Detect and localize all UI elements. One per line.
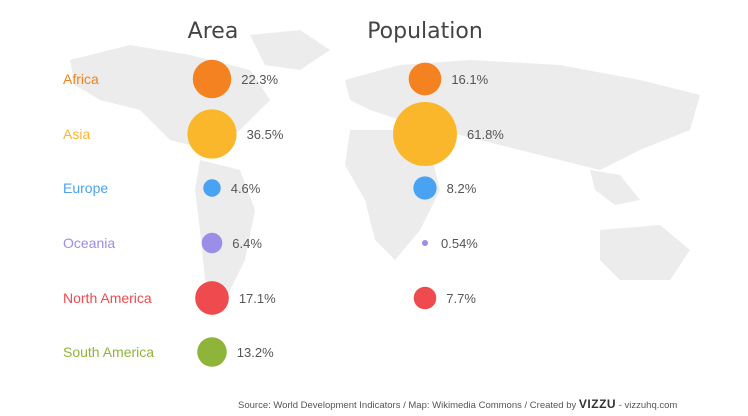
value-label-population-north-america: 7.7% xyxy=(446,291,476,306)
vizzu-logo: VIZZU xyxy=(578,397,617,411)
bubble-population-oceania xyxy=(422,240,428,246)
chart-rows: Africa 22.3% 16.1% Asia 36.5% 61.8% Euro… xyxy=(63,59,504,367)
bubble-area-south-america xyxy=(197,337,227,367)
value-label-area-africa: 22.3% xyxy=(241,72,278,87)
bubble-area-asia xyxy=(187,109,237,159)
footer-url[interactable]: - vizzuhq.com xyxy=(618,400,678,411)
bubble-population-north-america xyxy=(413,286,437,310)
footer-credits: Source: World Development Indicators / M… xyxy=(238,397,742,411)
row-africa: Africa 22.3% 16.1% xyxy=(63,59,489,99)
bubble-population-europe xyxy=(413,176,437,200)
category-label-europe: Europe xyxy=(63,180,108,196)
category-label-africa: Africa xyxy=(63,71,99,87)
row-north-america: North America 17.1% 7.7% xyxy=(63,281,476,315)
value-label-area-south-america: 13.2% xyxy=(237,345,274,360)
footer-source-text: Source: World Development Indicators / M… xyxy=(238,400,577,411)
bubble-area-oceania xyxy=(201,232,223,254)
category-label-south-america: South America xyxy=(63,344,154,360)
bubble-area-north-america xyxy=(195,281,229,315)
category-label-north-america: North America xyxy=(63,290,152,306)
bubble-population-asia xyxy=(393,102,457,166)
value-label-area-europe: 4.6% xyxy=(231,181,261,196)
row-asia: Asia 36.5% 61.8% xyxy=(63,102,504,166)
value-label-area-north-america: 17.1% xyxy=(239,291,276,306)
value-label-population-oceania: 0.54% xyxy=(441,236,478,251)
value-label-area-oceania: 6.4% xyxy=(232,236,262,251)
category-label-oceania: Oceania xyxy=(63,235,115,251)
value-label-population-europe: 8.2% xyxy=(447,181,477,196)
column-title-area: Area xyxy=(188,19,239,44)
bubble-area-europe xyxy=(203,179,221,197)
category-label-asia: Asia xyxy=(63,126,90,142)
column-title-population: Population xyxy=(367,19,483,44)
bubble-population-africa xyxy=(408,62,442,96)
value-label-area-asia: 36.5% xyxy=(247,127,284,142)
row-europe: Europe 4.6% 8.2% xyxy=(63,176,477,200)
row-oceania: Oceania 6.4% 0.54% xyxy=(63,232,478,254)
value-label-population-asia: 61.8% xyxy=(467,127,504,142)
value-label-population-africa: 16.1% xyxy=(451,72,488,87)
bubble-area-africa xyxy=(192,59,232,99)
row-south-america: South America 13.2% xyxy=(63,337,274,367)
